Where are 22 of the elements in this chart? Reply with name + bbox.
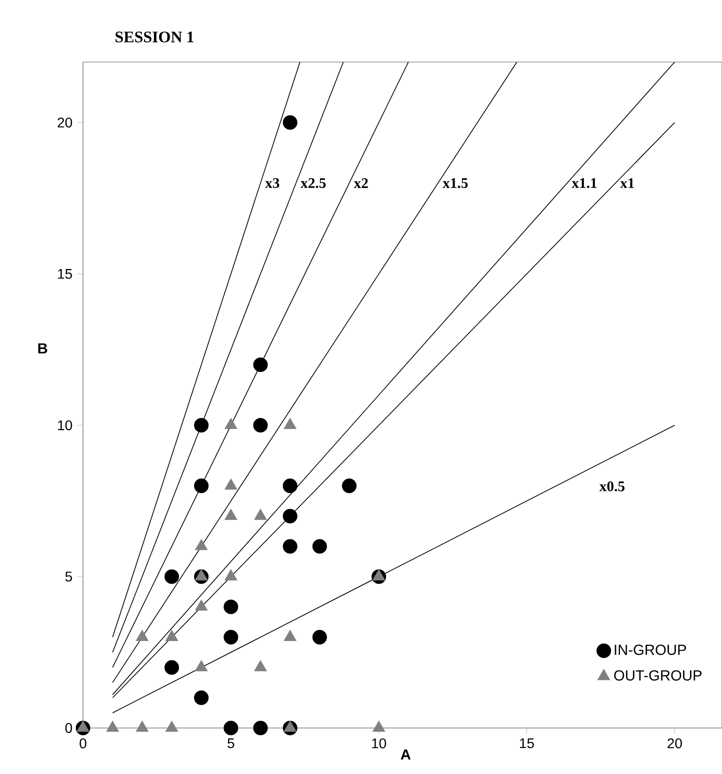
- series-label: x1.1: [572, 178, 597, 188]
- y-tick-label: 5: [65, 572, 72, 582]
- x-axis-title: A: [400, 749, 411, 760]
- series-label: x1.5: [442, 178, 468, 188]
- legend-label: IN-GROUP: [614, 644, 686, 656]
- series-label: x2.5: [300, 178, 326, 188]
- series-label: x1: [620, 178, 634, 188]
- x-tick-label: 5: [228, 738, 234, 748]
- y-tick-label: 10: [58, 420, 72, 430]
- series-label: x2: [354, 178, 368, 188]
- series-label: x3: [265, 178, 280, 188]
- series-label: x0.5: [599, 481, 624, 492]
- y-tick-label: 0: [65, 723, 72, 733]
- x-tick-label: 10: [372, 738, 386, 748]
- y-tick-label: 20: [58, 118, 72, 128]
- x-tick-label: 0: [80, 738, 86, 748]
- legend-label: OUT-GROUP: [614, 670, 702, 681]
- y-tick-label: 15: [58, 269, 72, 279]
- x-tick-label: 15: [520, 738, 534, 748]
- x-tick-label: 20: [668, 738, 682, 748]
- chart-title: SESSION 1: [116, 32, 194, 42]
- y-axis-title: B: [38, 343, 48, 354]
